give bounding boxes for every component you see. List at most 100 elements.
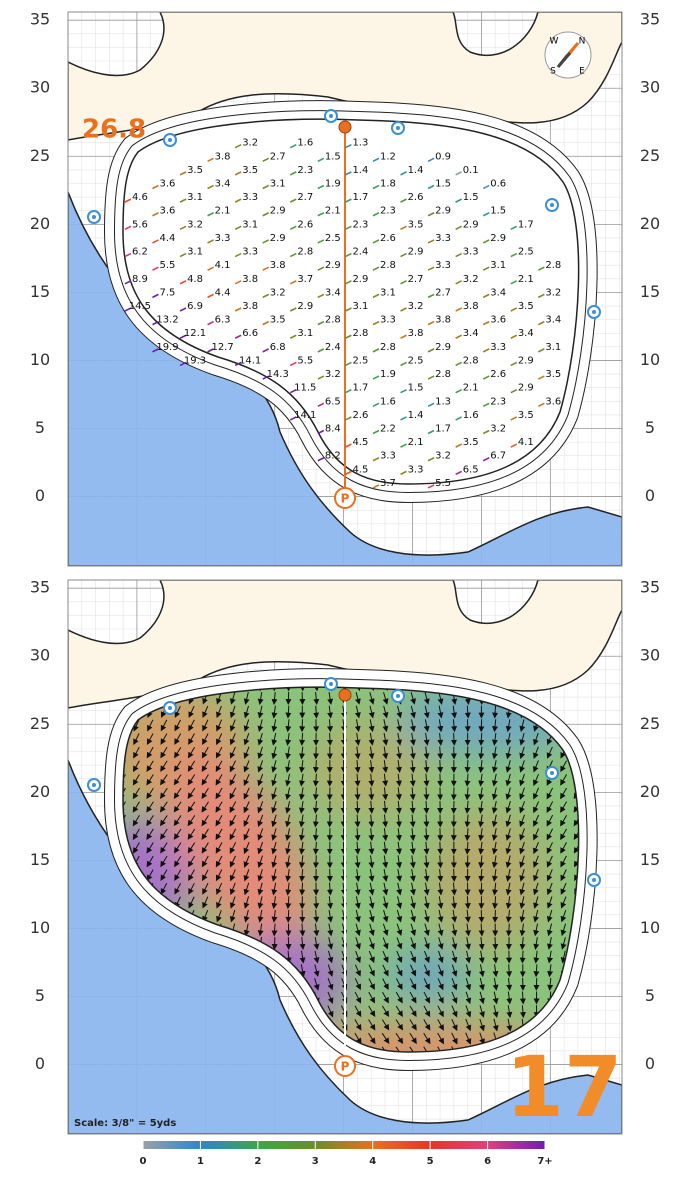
sprinkler-dot xyxy=(329,682,333,686)
slope-value: 1.6 xyxy=(297,138,313,149)
slope-value: 6.6 xyxy=(242,328,258,339)
slope-value: 2.8 xyxy=(325,315,341,326)
y-tick-label: 15 xyxy=(640,850,660,869)
flow-arrow xyxy=(302,923,303,933)
slope-value: 2.7 xyxy=(408,274,424,285)
slope-value: 1.8 xyxy=(380,179,396,190)
flow-arrow xyxy=(509,923,510,933)
slope-value: 0.6 xyxy=(490,179,506,190)
slope-value: 2.4 xyxy=(352,247,368,258)
compass-s: S xyxy=(550,67,556,77)
y-tick-label: 10 xyxy=(640,918,660,937)
slope-value: 3.1 xyxy=(242,219,258,230)
slope-value: 2.9 xyxy=(325,260,341,271)
slope-value: 3.4 xyxy=(490,287,506,298)
slope-value: 3.3 xyxy=(242,192,258,203)
y-tick-label: 25 xyxy=(640,146,660,165)
y-tick-label: 35 xyxy=(640,10,660,29)
slope-value: 14.5 xyxy=(129,301,151,312)
slope-value: 3.3 xyxy=(490,342,506,353)
sprinkler-dot xyxy=(396,694,400,698)
colorbar-label: 4 xyxy=(369,1156,376,1167)
y-tick-label: 20 xyxy=(30,782,50,801)
slope-value: 3.5 xyxy=(463,437,479,448)
slope-value: 13.2 xyxy=(156,315,178,326)
slope-value: 2.6 xyxy=(297,219,313,230)
flow-arrow xyxy=(467,706,468,716)
colorbar-label: 2 xyxy=(254,1156,261,1167)
slope-value: 8.4 xyxy=(325,424,341,435)
slope-value: 1.9 xyxy=(325,179,341,190)
slope-value: 2.3 xyxy=(490,396,506,407)
slope-value: 2.7 xyxy=(435,287,451,298)
flow-arrow xyxy=(357,774,358,784)
slope-value: 3.1 xyxy=(352,301,368,312)
heat-panel: P Scale: 3/8" = 5yds 17 xyxy=(68,580,622,1136)
flow-arrow xyxy=(467,760,468,770)
sprinkler-dot xyxy=(168,706,172,710)
slope-value: 1.9 xyxy=(380,369,396,380)
slope-value: 3.8 xyxy=(435,315,451,326)
scale-note: Scale: 3/8" = 5yds xyxy=(74,1118,176,1129)
slope-value: 6.9 xyxy=(187,301,203,312)
slope-value: 3.2 xyxy=(242,138,258,149)
slope-value: 2.3 xyxy=(297,165,313,176)
slope-value: 3.6 xyxy=(490,315,506,326)
slope-value: 4.4 xyxy=(160,233,176,244)
slope-value: 1.5 xyxy=(408,383,424,394)
slope-value: 4.5 xyxy=(352,464,368,475)
compass-e: E xyxy=(579,67,585,77)
y-tick-label: 25 xyxy=(640,714,660,733)
colorbar-label: 5 xyxy=(427,1156,434,1167)
slope-value: 8.2 xyxy=(325,451,341,462)
compass-w: W xyxy=(550,37,559,47)
compass-n: N xyxy=(579,37,586,47)
slope-value: 6.2 xyxy=(132,247,148,258)
slope-value: 1.3 xyxy=(352,138,368,149)
colorbar-label: 1 xyxy=(197,1156,204,1167)
hole-number: 17 xyxy=(506,1038,623,1136)
heat-blob xyxy=(428,810,548,950)
slope-value: 3.4 xyxy=(215,179,231,190)
flow-arrow xyxy=(316,760,317,770)
flow-arrow xyxy=(467,896,468,906)
sprinkler-dot xyxy=(550,203,554,207)
y-tick-label: 0 xyxy=(35,486,45,505)
slope-value: 3.4 xyxy=(518,328,534,339)
flow-arrow xyxy=(316,842,317,852)
y-tick-label: 5 xyxy=(35,986,45,1005)
slope-value: 3.8 xyxy=(242,301,258,312)
y-tick-label: 20 xyxy=(640,782,660,801)
flow-arrow xyxy=(522,992,523,1002)
slope-value: 3.2 xyxy=(545,287,561,298)
sprinkler-dot xyxy=(592,878,596,882)
colorbar-label: 0 xyxy=(140,1156,147,1167)
slope-value: 2.9 xyxy=(352,274,368,285)
slope-value: 3.6 xyxy=(160,206,176,217)
slope-value: 6.8 xyxy=(270,342,286,353)
slope-value: 1.4 xyxy=(352,165,368,176)
slope-value: 6.3 xyxy=(215,315,231,326)
slope-value: 2.1 xyxy=(325,206,341,217)
slope-value: 1.7 xyxy=(352,192,368,203)
y-tick-label: 10 xyxy=(640,350,660,369)
flow-arrow xyxy=(426,815,427,825)
sprinkler-dot xyxy=(396,126,400,130)
slope-value: 3.2 xyxy=(270,287,286,298)
slope-value: 2.8 xyxy=(463,355,479,366)
slope-value: 1.4 xyxy=(408,165,424,176)
slope-value: 3.1 xyxy=(187,192,203,203)
slope-value: 3.8 xyxy=(215,151,231,162)
slope-value: 2.8 xyxy=(380,260,396,271)
slope-value: 2.8 xyxy=(352,328,368,339)
slope-value: 6.7 xyxy=(490,451,506,462)
slope-value: 3.6 xyxy=(160,179,176,190)
slope-value: 1.7 xyxy=(352,383,368,394)
slope-value: 11.5 xyxy=(294,383,316,394)
flow-arrow xyxy=(357,787,358,797)
slope-value: 2.9 xyxy=(463,219,479,230)
slope-value: 3.4 xyxy=(545,315,561,326)
slope-value: 0.9 xyxy=(435,151,451,162)
slope-value: 3.1 xyxy=(270,179,286,190)
